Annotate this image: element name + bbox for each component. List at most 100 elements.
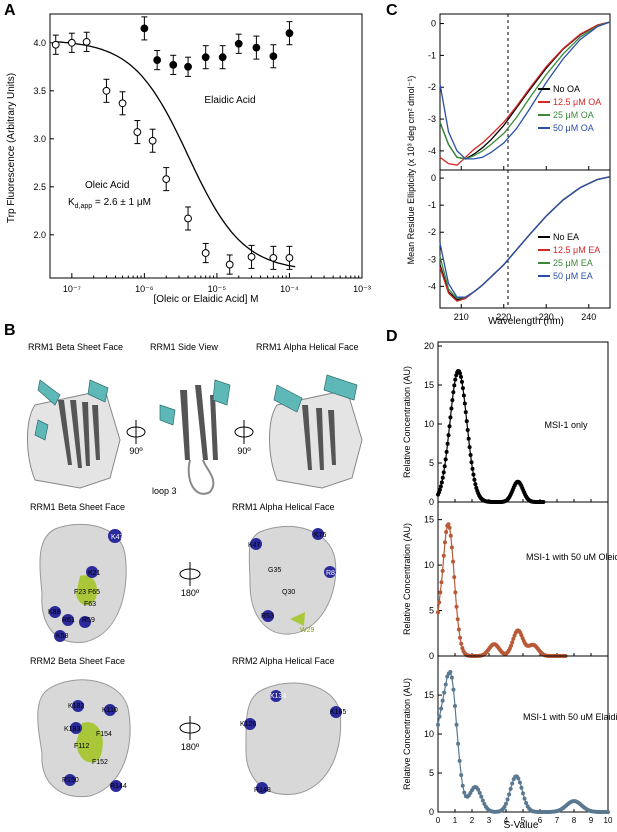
data-point [451, 559, 456, 564]
residue-label: K182 [68, 703, 84, 710]
rotate-90-right: 90º [237, 446, 251, 456]
residue-label: K47 [248, 542, 261, 549]
data-point [448, 670, 453, 675]
chart-a-xlabel: [Oleic or Elaidic Acid] M [153, 294, 258, 305]
data-point [67, 38, 76, 47]
data-point [442, 464, 447, 469]
data-point [467, 445, 472, 450]
y-tick-label: 15 [424, 515, 434, 525]
spectrum-line [439, 21, 611, 166]
chart-c-ylabel: Mean Residue Ellipticity (x 10³ deg cm² … [406, 76, 416, 265]
rotate-180-rrm1: 180º [181, 588, 200, 598]
x-tick-label: 2 [470, 816, 475, 825]
data-point [447, 525, 452, 530]
data-point [162, 175, 171, 184]
y-tick-label: -2 [428, 82, 436, 92]
surface-structures-rrm1: K47 K21 F23 F65 F63 K88 R61 R59 K58 180º… [39, 523, 339, 643]
legend-label: 25 μM EA [553, 258, 593, 268]
data-point [477, 790, 482, 795]
data-point [445, 441, 450, 446]
data-point [446, 433, 451, 438]
residue-label: F154 [96, 731, 112, 738]
residue-label: K58 [56, 633, 69, 640]
x-tick-label: 230 [539, 312, 554, 322]
data-point [133, 128, 142, 136]
data-point [438, 590, 443, 595]
x-tick-label: 1 [453, 816, 458, 825]
residue-label: R53 [261, 613, 274, 620]
residue-label: Q30 [282, 589, 295, 596]
data-point [169, 60, 178, 69]
data-point [285, 29, 294, 38]
chart-d-ylabel: Relative Concentration (AU) [402, 523, 412, 635]
data-point [437, 487, 442, 492]
chart-a-ylabel: Trp Fluorescence (Arbitrary Units) [6, 73, 17, 223]
spectrum-line [439, 176, 611, 301]
y-tick-label: 2.5 [33, 182, 46, 192]
data-point [471, 472, 476, 477]
y-tick-label: 5 [429, 768, 434, 778]
data-point [460, 783, 465, 788]
y-tick-label: 5 [429, 458, 434, 468]
data-point [453, 704, 457, 709]
data-point [443, 682, 448, 687]
data-point [451, 687, 456, 692]
data-point [440, 698, 445, 703]
data-point [458, 371, 463, 376]
ribbon-rrm1-side [159, 379, 231, 495]
data-point [463, 410, 468, 415]
data-point [456, 741, 461, 746]
rrm2-surface-beta-title: RRM2 Beta Sheet Face [30, 656, 126, 666]
data-point [457, 758, 462, 763]
x-tick-label: 6 [538, 816, 543, 825]
data-point [476, 787, 481, 792]
data-point [462, 401, 467, 406]
data-point [449, 406, 454, 411]
data-point [443, 457, 448, 462]
fit-curve [55, 41, 296, 268]
x-tick-label: 4 [504, 816, 509, 825]
data-point [234, 39, 243, 48]
residue-label: K126 [240, 721, 256, 728]
rrm2-alpha-residue-labels: K134 K126 K165 R148 [240, 693, 346, 794]
x-tick-label: 10⁻⁵ [208, 284, 227, 294]
legend-label: 12.5 μM OA [553, 97, 601, 107]
spectrum-line [439, 176, 611, 298]
loop3-label: loop 3 [152, 486, 177, 496]
chart-d-ylabel: Relative Concentration (AU) [402, 366, 412, 478]
ribbon-structures: 90º loop 3 90º [27, 374, 363, 496]
data-point [468, 453, 473, 458]
residue-label: K183 [64, 726, 80, 733]
data-point [441, 553, 446, 558]
data-point [51, 40, 60, 49]
data-point [184, 214, 192, 223]
rrm1-side-view-title: RRM1 Side View [150, 342, 218, 352]
data-point [184, 62, 192, 71]
data-point [452, 575, 457, 580]
data-point [473, 482, 478, 487]
data-point [454, 722, 459, 727]
residue-label: R144 [110, 783, 127, 790]
data-point [465, 428, 470, 433]
data-point [140, 24, 149, 33]
data-point [504, 801, 508, 806]
data-point [516, 776, 521, 781]
y-tick-label: -1 [428, 50, 436, 60]
data-point [118, 99, 127, 108]
data-point [455, 617, 460, 622]
data-point [458, 374, 463, 379]
plot-frame [439, 169, 611, 309]
data-point [438, 484, 443, 489]
legend-label: No OA [553, 84, 580, 94]
data-point [437, 600, 442, 605]
y-tick-label: -3 [428, 114, 436, 124]
data-point [439, 480, 444, 485]
data-point [82, 37, 91, 46]
data-point [459, 773, 464, 778]
data-point [448, 533, 453, 538]
data-point [466, 436, 471, 441]
ribbon-rrm1-alpha [269, 374, 363, 489]
data-point [247, 252, 256, 261]
data-point [511, 636, 516, 641]
legend-label: 12.5 μM EA [553, 245, 600, 255]
